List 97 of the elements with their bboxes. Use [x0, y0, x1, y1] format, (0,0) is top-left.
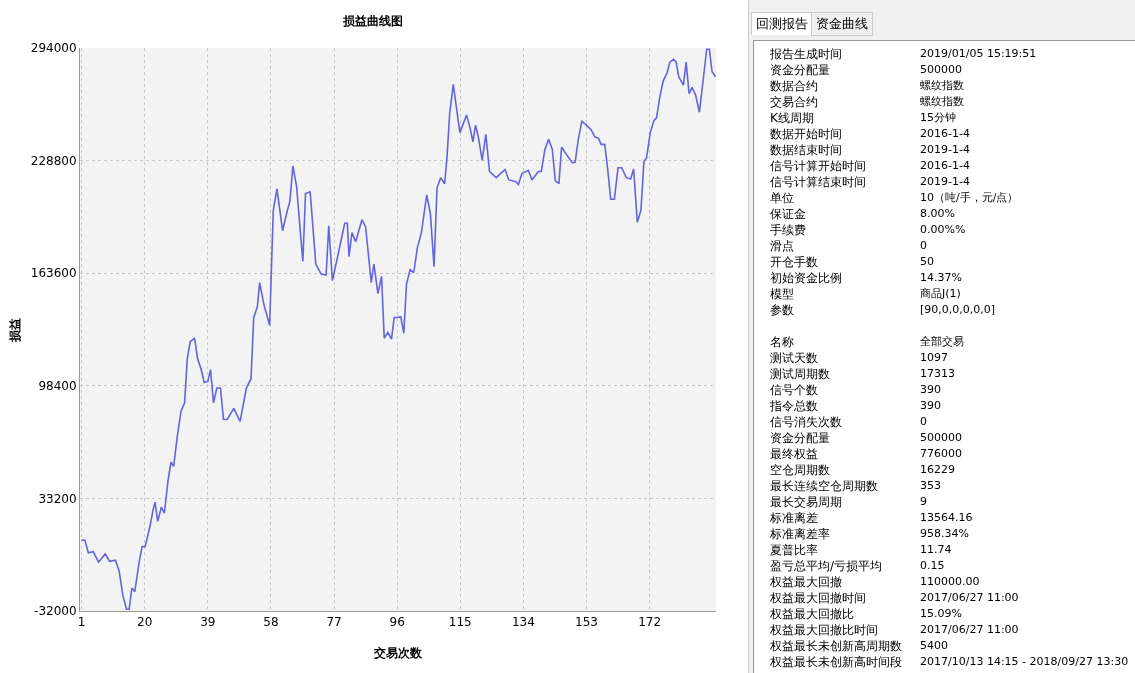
x-tick-label: 153: [575, 615, 598, 630]
text: 500000: [920, 430, 962, 446]
text: 776000: [920, 446, 962, 462]
text: 权益最大回撤时间: [770, 590, 866, 606]
x-tick-label: 115: [448, 615, 472, 630]
text: 2017/06/27 11:00: [920, 622, 1019, 638]
text: 名称: [770, 334, 794, 350]
text: 信号计算开始时间: [770, 158, 866, 174]
text: 手续费: [770, 222, 806, 238]
y-tick-label: -32000: [34, 604, 77, 619]
text: 5400: [920, 638, 948, 654]
text: 390: [920, 398, 941, 414]
text: 2019-1-4: [920, 142, 970, 158]
x-tick-label: 77: [326, 615, 342, 630]
text: 盈亏总平均/亏损平均: [770, 558, 883, 574]
text: 权益最长未创新高周期数: [770, 638, 902, 654]
text: 2019/01/05 15:19:51: [920, 46, 1037, 62]
text: 资金分配量: [770, 62, 830, 78]
text: [90,0,0,0,0,0]: [920, 302, 996, 318]
text: 最长连续空仓周期数: [770, 478, 878, 494]
text: 0.00%%: [920, 222, 966, 238]
text: K线周期: [770, 110, 814, 126]
text: 单位: [770, 190, 794, 206]
text: 2017/06/27 11:00: [920, 590, 1019, 606]
text: 测试天数: [770, 350, 818, 366]
text: 参数: [770, 302, 794, 318]
text: 数据结束时间: [770, 142, 842, 158]
text: 数据合约: [770, 78, 818, 94]
y-tick-label: 98400: [38, 379, 77, 393]
x-tick-label: 39: [200, 615, 216, 630]
text: 0.15: [920, 558, 945, 574]
text: 螺纹指数: [920, 94, 964, 110]
y-tick-label: 33200: [38, 491, 77, 506]
y-axis-title: 损益: [8, 317, 23, 343]
text: 390: [920, 382, 941, 398]
text: 1097: [920, 350, 948, 366]
text: 权益最大回撤比: [770, 606, 854, 622]
text: 商品J(1): [920, 286, 961, 302]
text: 回测报告: [751, 12, 813, 35]
text: 0: [920, 238, 927, 254]
y-tick-label: 163600: [30, 266, 77, 281]
text: 螺纹指数: [920, 78, 964, 94]
text: 8.00%: [920, 206, 955, 222]
text: 权益最长未创新高时间段: [770, 654, 902, 670]
text: 16229: [920, 462, 955, 478]
text: 滑点: [770, 238, 794, 254]
text: 保证金: [770, 206, 806, 222]
text: 50: [920, 254, 934, 270]
text: 15分钟: [920, 110, 956, 126]
text: 14.37%: [920, 270, 962, 286]
text: 权益最大回撤比时间: [770, 622, 878, 638]
text: 958.34%: [920, 526, 969, 542]
text: 资金分配量: [770, 430, 830, 446]
text: 夏普比率: [770, 542, 818, 558]
x-axis-title: 交易次数: [373, 646, 423, 660]
text: 信号计算结束时间: [770, 174, 866, 190]
x-tick-label: 1: [77, 615, 86, 630]
text: 17313: [920, 366, 955, 382]
text: 500000: [920, 62, 962, 78]
x-tick-label: 96: [389, 615, 405, 630]
text: 9: [920, 494, 927, 510]
text: 权益最大回撤: [770, 574, 842, 590]
text: 信号个数: [770, 382, 818, 398]
text: 13564.16: [920, 510, 973, 526]
text: 测试周期数: [770, 366, 830, 382]
text: 2019-1-4: [920, 174, 970, 190]
y-tick-label: 294000: [30, 41, 77, 56]
text: 2016-1-4: [920, 158, 970, 174]
text: 15.09%: [920, 606, 962, 622]
text: 110000.00: [920, 574, 980, 590]
text: 报告生成时间: [770, 46, 842, 62]
text: 开仓手数: [770, 254, 818, 270]
y-tick-label: 228800: [30, 153, 77, 168]
text: 全部交易: [920, 334, 964, 350]
text: 交易合约: [770, 94, 818, 110]
text: 最长交易周期: [770, 494, 842, 510]
text: 最终权益: [770, 446, 818, 462]
text: 模型: [770, 286, 794, 302]
x-tick-label: 58: [263, 615, 279, 630]
text: 初始资金比例: [770, 270, 842, 286]
text: 信号消失次数: [770, 414, 842, 430]
chart-title: 损益曲线图: [341, 14, 403, 29]
text: 资金曲线: [811, 12, 873, 36]
x-tick-label: 134: [511, 615, 535, 630]
text: 标准离差率: [770, 526, 830, 542]
text: 11.74: [920, 542, 952, 558]
text: 标准离差: [770, 510, 818, 526]
x-tick-label: 172: [638, 615, 662, 630]
x-tick-label: 20: [137, 615, 153, 630]
text: 2016-1-4: [920, 126, 970, 142]
text: 10（吨/手，元/点）: [920, 190, 1019, 206]
text: 指令总数: [770, 398, 818, 414]
text: 353: [920, 478, 941, 494]
text: 数据开始时间: [770, 126, 842, 142]
text: 2017/10/13 14:15 - 2018/09/27 13:30: [920, 654, 1129, 670]
text: 0: [920, 414, 927, 430]
text: 空仓周期数: [770, 462, 830, 478]
